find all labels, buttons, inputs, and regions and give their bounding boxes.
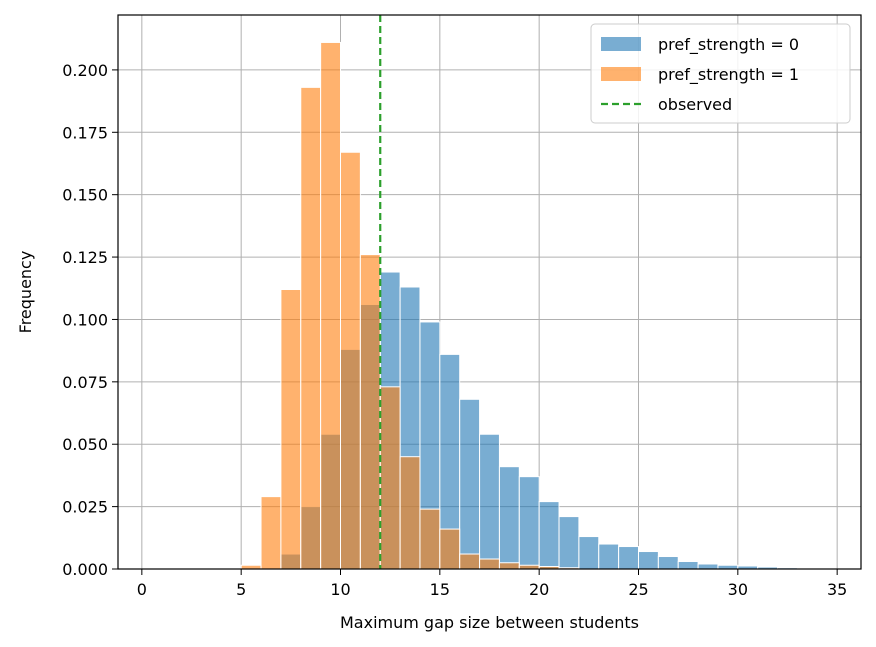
- legend: pref_strength = 0 pref_strength = 1 observ…: [590, 23, 851, 124]
- y-tick-label: 0.200: [62, 61, 108, 80]
- y-tick-label: 0.050: [62, 435, 108, 454]
- y-axis-label: Frequency: [16, 251, 35, 334]
- x-tick-label: 15: [430, 580, 450, 599]
- bar-series-1: [300, 86, 322, 570]
- legend-label: observed: [658, 95, 732, 114]
- bar-series-0: [518, 476, 540, 570]
- legend-label: pref_strength = 0: [658, 35, 799, 55]
- bar-series-0: [618, 546, 639, 570]
- x-tick-label: 0: [137, 580, 147, 599]
- bar-series-1: [260, 496, 282, 570]
- x-axis-label: Maximum gap size between students: [340, 613, 639, 632]
- plot-frame: [117, 14, 862, 570]
- bar-series-1: [320, 41, 342, 570]
- y-tick-label: 0.125: [62, 248, 108, 267]
- x-tick-label: 35: [827, 580, 847, 599]
- y-tick-label: 0.000: [62, 560, 108, 579]
- x-tick-label: 5: [236, 580, 246, 599]
- bar-series-1: [459, 553, 481, 570]
- bar-series-1: [340, 151, 361, 570]
- y-tick-label: 0.100: [62, 310, 108, 329]
- bar-series-0: [637, 551, 659, 570]
- y-tick-label: 0.175: [62, 123, 108, 142]
- x-tick-label: 20: [529, 580, 549, 599]
- bar-series-0: [538, 501, 560, 570]
- bar-series-1: [359, 254, 381, 570]
- bar-series-1: [419, 508, 441, 570]
- legend-swatch: [601, 67, 641, 81]
- bar-series-0: [479, 433, 500, 570]
- x-tick-label: 30: [728, 580, 748, 599]
- bar-series-0: [697, 563, 719, 570]
- legend-box: [590, 23, 851, 124]
- bars: [240, 41, 818, 570]
- bar-series-1: [280, 289, 302, 570]
- legend-swatch: [601, 37, 641, 51]
- x-tick-label: 10: [330, 580, 350, 599]
- x-tick-label: 25: [628, 580, 648, 599]
- bar-series-0: [498, 466, 520, 570]
- bar-series-1: [379, 386, 401, 570]
- bar-series-1: [399, 456, 421, 570]
- bar-series-0: [657, 556, 679, 570]
- bar-series-0: [459, 398, 481, 570]
- axis-ticks: 0 5 10 15 20 25 30 35 0.000 0.025 0.050 0.075 0.100 0…: [62, 61, 847, 599]
- bar-series-1: [479, 558, 500, 570]
- legend-label: pref_strength = 1: [658, 65, 799, 85]
- bar-series-0: [558, 516, 580, 570]
- bar-series-1: [498, 562, 520, 570]
- y-tick-label: 0.075: [62, 373, 108, 392]
- bar-series-0: [677, 561, 699, 570]
- bar-series-1: [439, 528, 461, 570]
- y-tick-label: 0.025: [62, 498, 108, 517]
- y-tick-label: 0.150: [62, 186, 108, 205]
- bar-series-0: [578, 536, 600, 570]
- bar-series-0: [598, 543, 620, 570]
